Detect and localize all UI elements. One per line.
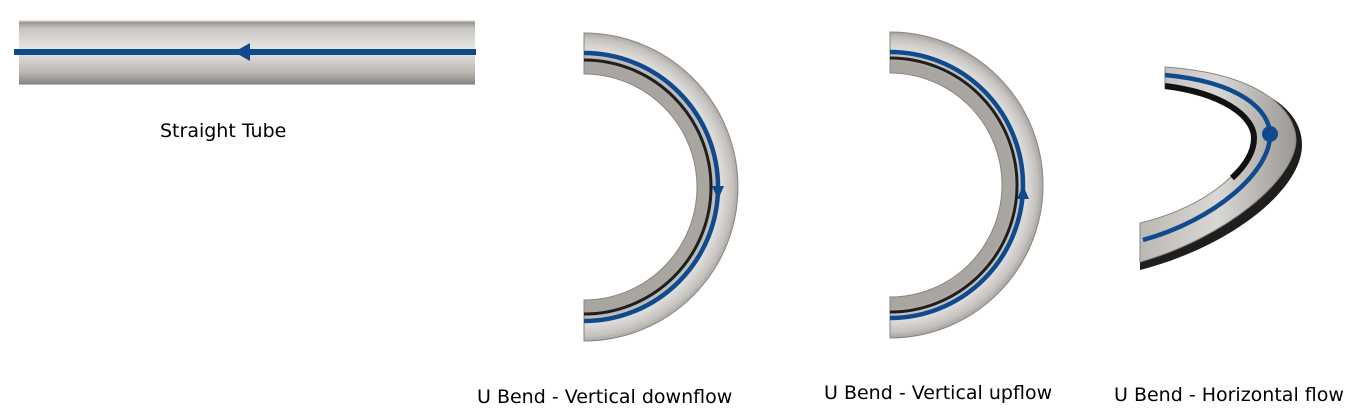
arrow-up-icon [1017, 185, 1029, 199]
u-bend-horizontal [1139, 66, 1302, 270]
arrow-down-icon [712, 186, 724, 200]
u-bend-horizontal-rim [1140, 67, 1302, 270]
caption-u-bend-downflow: U Bend - Vertical downflow [477, 386, 733, 408]
caption-u-bend-upflow: U Bend - Vertical upflow [824, 382, 1053, 404]
flow-dot-icon [1262, 126, 1278, 142]
straight-tube [14, 20, 476, 85]
u-bend-downflow [583, 32, 739, 342]
caption-straight-tube: Straight Tube [160, 120, 287, 142]
caption-u-bend-horizontal: U Bend - Horizontal flow [1114, 384, 1344, 406]
u-bend-upflow [889, 31, 1044, 339]
u-bend-upflow-body [889, 31, 1044, 339]
arrow-left-icon [234, 43, 250, 61]
u-bend-downflow-body [583, 32, 739, 342]
